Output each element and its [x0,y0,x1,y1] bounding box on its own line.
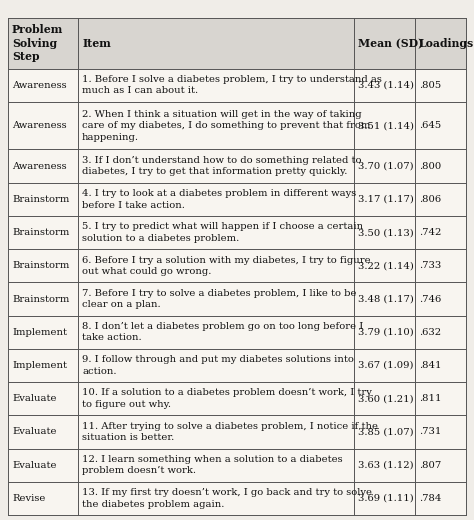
Text: Brainstorm: Brainstorm [12,294,69,304]
Text: 3.48 (1.17): 3.48 (1.17) [358,294,414,304]
Bar [8,482,466,515]
Text: Implement: Implement [12,328,67,337]
Bar [8,149,466,183]
Text: .746: .746 [419,294,441,304]
Text: .841: .841 [419,361,441,370]
Text: Evaluate: Evaluate [12,394,56,403]
Text: 3.43 (1.14): 3.43 (1.14) [358,81,414,89]
Text: .811: .811 [419,394,441,403]
Text: Evaluate: Evaluate [12,427,56,436]
Text: .800: .800 [419,162,441,171]
Text: 2. When I think a situation will get in the way of taking
care of my diabetes, I: 2. When I think a situation will get in … [82,110,371,141]
Text: 6. Before I try a solution with my diabetes, I try to figure
out what could go w: 6. Before I try a solution with my diabe… [82,255,371,276]
Text: Brainstorm: Brainstorm [12,195,69,204]
Text: Problem
Solving
Step: Problem Solving Step [12,24,63,62]
Text: .806: .806 [419,195,441,204]
Text: Awareness: Awareness [12,121,67,130]
Text: Evaluate: Evaluate [12,461,56,470]
Bar [8,415,466,449]
Bar [8,382,466,415]
Bar [8,102,466,149]
Text: Revise: Revise [12,494,46,503]
Text: 3.69 (1.11): 3.69 (1.11) [358,494,414,503]
Text: 4. I try to look at a diabetes problem in different ways
before I take action.: 4. I try to look at a diabetes problem i… [82,189,356,210]
Text: Loadings: Loadings [419,38,474,49]
Bar [8,349,466,382]
Text: 3.17 (1.17): 3.17 (1.17) [358,195,414,204]
Text: 12. I learn something when a solution to a diabetes
problem doesn’t work.: 12. I learn something when a solution to… [82,455,343,475]
Bar [8,249,466,282]
Text: Awareness: Awareness [12,81,67,89]
Text: 7. Before I try to solve a diabetes problem, I like to be
clear on a plan.: 7. Before I try to solve a diabetes prob… [82,289,356,309]
Text: 3.63 (1.12): 3.63 (1.12) [358,461,413,470]
Bar [8,282,466,316]
Text: 3.51 (1.14): 3.51 (1.14) [358,121,414,130]
Text: .784: .784 [419,494,441,503]
Bar [8,183,466,216]
Text: .807: .807 [419,461,441,470]
Bar [8,18,466,69]
Text: Mean (SD): Mean (SD) [358,38,423,49]
Text: 9. I follow through and put my diabetes solutions into
action.: 9. I follow through and put my diabetes … [82,355,354,375]
Text: .742: .742 [419,228,441,237]
Text: 3. If I don’t understand how to do something related to
diabetes, I try to get t: 3. If I don’t understand how to do somet… [82,156,362,176]
Text: .731: .731 [419,427,441,436]
Text: 3.50 (1.13): 3.50 (1.13) [358,228,414,237]
Text: .733: .733 [419,261,441,270]
Text: .645: .645 [419,121,441,130]
Text: Implement: Implement [12,361,67,370]
Bar [8,69,466,102]
Text: Brainstorm: Brainstorm [12,228,69,237]
Bar [8,216,466,249]
Text: 3.85 (1.07): 3.85 (1.07) [358,427,413,436]
Text: 3.67 (1.09): 3.67 (1.09) [358,361,413,370]
Text: 3.79 (1.10): 3.79 (1.10) [358,328,414,337]
Text: 1. Before I solve a diabetes problem, I try to understand as
much as I can about: 1. Before I solve a diabetes problem, I … [82,75,382,95]
Text: Item: Item [82,38,111,49]
Text: 8. I don’t let a diabetes problem go on too long before I
take action.: 8. I don’t let a diabetes problem go on … [82,322,364,343]
Text: 11. After trying to solve a diabetes problem, I notice if the
situation is bette: 11. After trying to solve a diabetes pro… [82,422,378,442]
Text: 3.60 (1.21): 3.60 (1.21) [358,394,413,403]
Text: 3.70 (1.07): 3.70 (1.07) [358,162,413,171]
Text: Brainstorm: Brainstorm [12,261,69,270]
Text: 3.22 (1.14): 3.22 (1.14) [358,261,414,270]
Text: .632: .632 [419,328,441,337]
Text: Awareness: Awareness [12,162,67,171]
Bar [8,316,466,349]
Bar [8,449,466,482]
Text: .805: .805 [419,81,441,89]
Text: 10. If a solution to a diabetes problem doesn’t work, I try
to figure out why.: 10. If a solution to a diabetes problem … [82,388,372,409]
Text: 5. I try to predict what will happen if I choose a certain
solution to a diabete: 5. I try to predict what will happen if … [82,223,363,243]
Text: 13. If my first try doesn’t work, I go back and try to solve
the diabetes proble: 13. If my first try doesn’t work, I go b… [82,488,372,509]
